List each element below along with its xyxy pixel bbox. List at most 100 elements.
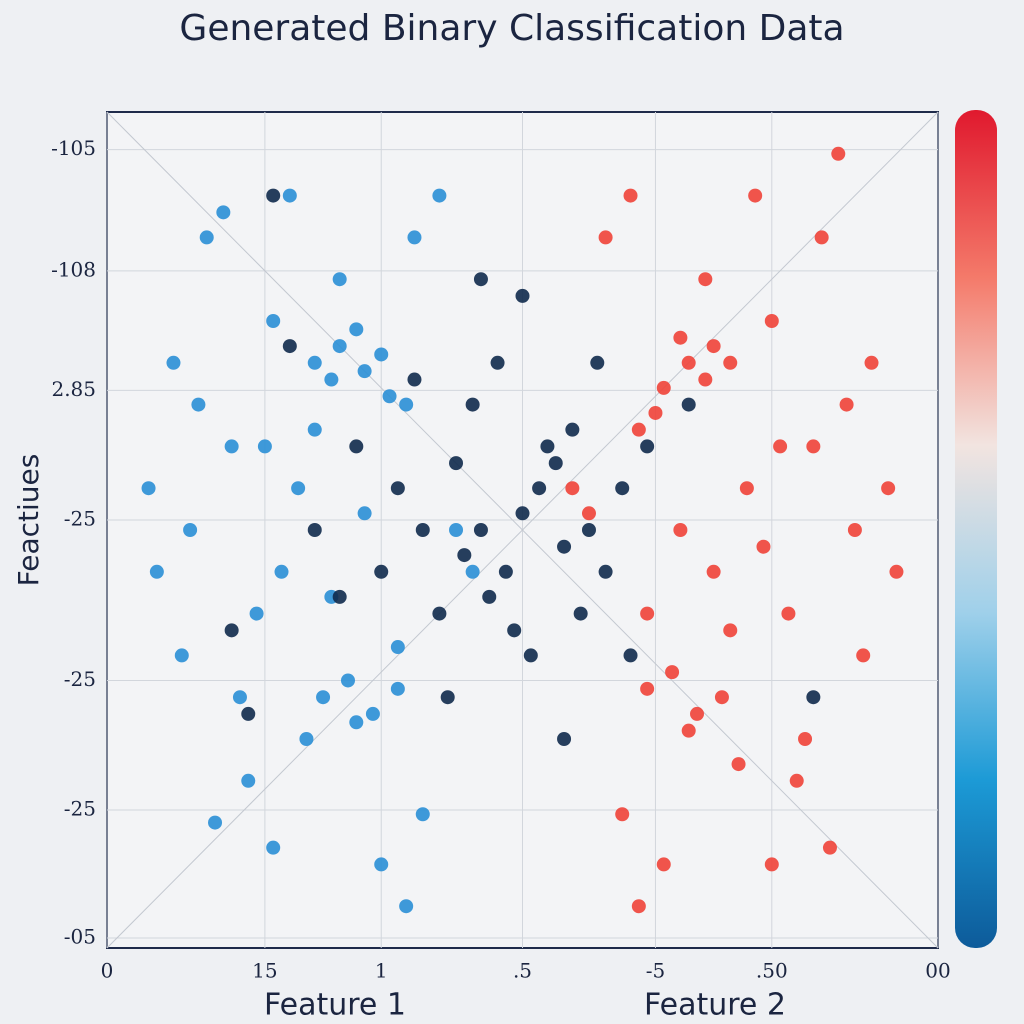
point [565, 481, 580, 496]
point [648, 405, 663, 420]
point [864, 355, 879, 370]
point [440, 690, 455, 705]
point [573, 606, 588, 621]
point [548, 456, 563, 471]
point [299, 732, 314, 746]
point [349, 322, 364, 337]
point [390, 481, 405, 496]
point [490, 355, 505, 370]
point [507, 623, 522, 638]
point [174, 648, 189, 663]
point [714, 690, 729, 705]
x-tick-label: -5 [646, 959, 665, 983]
point [390, 640, 405, 655]
point [681, 397, 696, 412]
y-tick-label: -25 [64, 797, 96, 821]
point [623, 648, 638, 663]
point [523, 648, 538, 663]
point [731, 757, 746, 772]
point [374, 347, 389, 362]
point [307, 422, 322, 437]
point [257, 439, 272, 454]
point [216, 205, 231, 220]
point [498, 564, 513, 579]
point [640, 439, 655, 454]
point [415, 523, 430, 537]
point [332, 339, 347, 354]
point [781, 606, 796, 621]
point [739, 481, 754, 496]
point [681, 355, 696, 370]
point [889, 564, 904, 579]
point [557, 539, 572, 554]
x-tick-label: 1 [375, 959, 388, 983]
point [224, 439, 239, 454]
point [382, 389, 397, 404]
point [282, 188, 297, 203]
point [723, 623, 738, 638]
point [723, 355, 738, 370]
point [357, 364, 372, 379]
point [673, 523, 688, 537]
point [432, 606, 447, 621]
point [224, 623, 239, 638]
point [590, 355, 605, 370]
point [465, 397, 480, 412]
point [798, 732, 813, 746]
point [291, 481, 306, 496]
point [349, 439, 364, 454]
point [332, 589, 347, 604]
point [199, 230, 214, 245]
point [540, 439, 555, 454]
point [773, 439, 788, 454]
chart-title: Generated Binary Classification Data [179, 8, 844, 49]
point [415, 807, 430, 822]
point [324, 372, 339, 387]
point [449, 456, 464, 471]
point [806, 690, 821, 705]
point [532, 481, 547, 496]
y-tick-label: -25 [64, 667, 96, 691]
point [316, 690, 331, 705]
point [266, 840, 281, 855]
point [457, 548, 472, 563]
y-tick-label: -108 [51, 257, 96, 281]
point [822, 840, 837, 855]
point [249, 606, 264, 621]
point [764, 314, 779, 328]
point [598, 230, 613, 245]
point [748, 188, 763, 203]
point [814, 230, 829, 245]
point [665, 665, 680, 680]
point [141, 481, 156, 496]
point [615, 481, 630, 496]
point [581, 506, 596, 521]
point [640, 681, 655, 696]
point [449, 523, 464, 537]
point [856, 648, 871, 663]
point [232, 690, 247, 705]
point [307, 523, 322, 537]
point [266, 188, 281, 203]
point [631, 422, 646, 437]
point [340, 673, 355, 688]
point [764, 857, 779, 872]
point [266, 314, 281, 328]
point [357, 506, 372, 521]
point [465, 564, 480, 579]
y-tick-label: -105 [51, 136, 96, 160]
point [623, 188, 638, 203]
x-tick-label: .5 [513, 959, 532, 983]
point [374, 564, 389, 579]
point [706, 564, 721, 579]
y-axis-label: Feactiues [12, 454, 45, 587]
point [191, 397, 206, 412]
point [241, 773, 256, 788]
point [482, 589, 497, 604]
point [847, 523, 862, 537]
x-axis-label: Feature 1 [264, 988, 406, 1023]
point [274, 564, 289, 579]
point [374, 857, 389, 872]
point [515, 506, 530, 521]
point [806, 439, 821, 454]
